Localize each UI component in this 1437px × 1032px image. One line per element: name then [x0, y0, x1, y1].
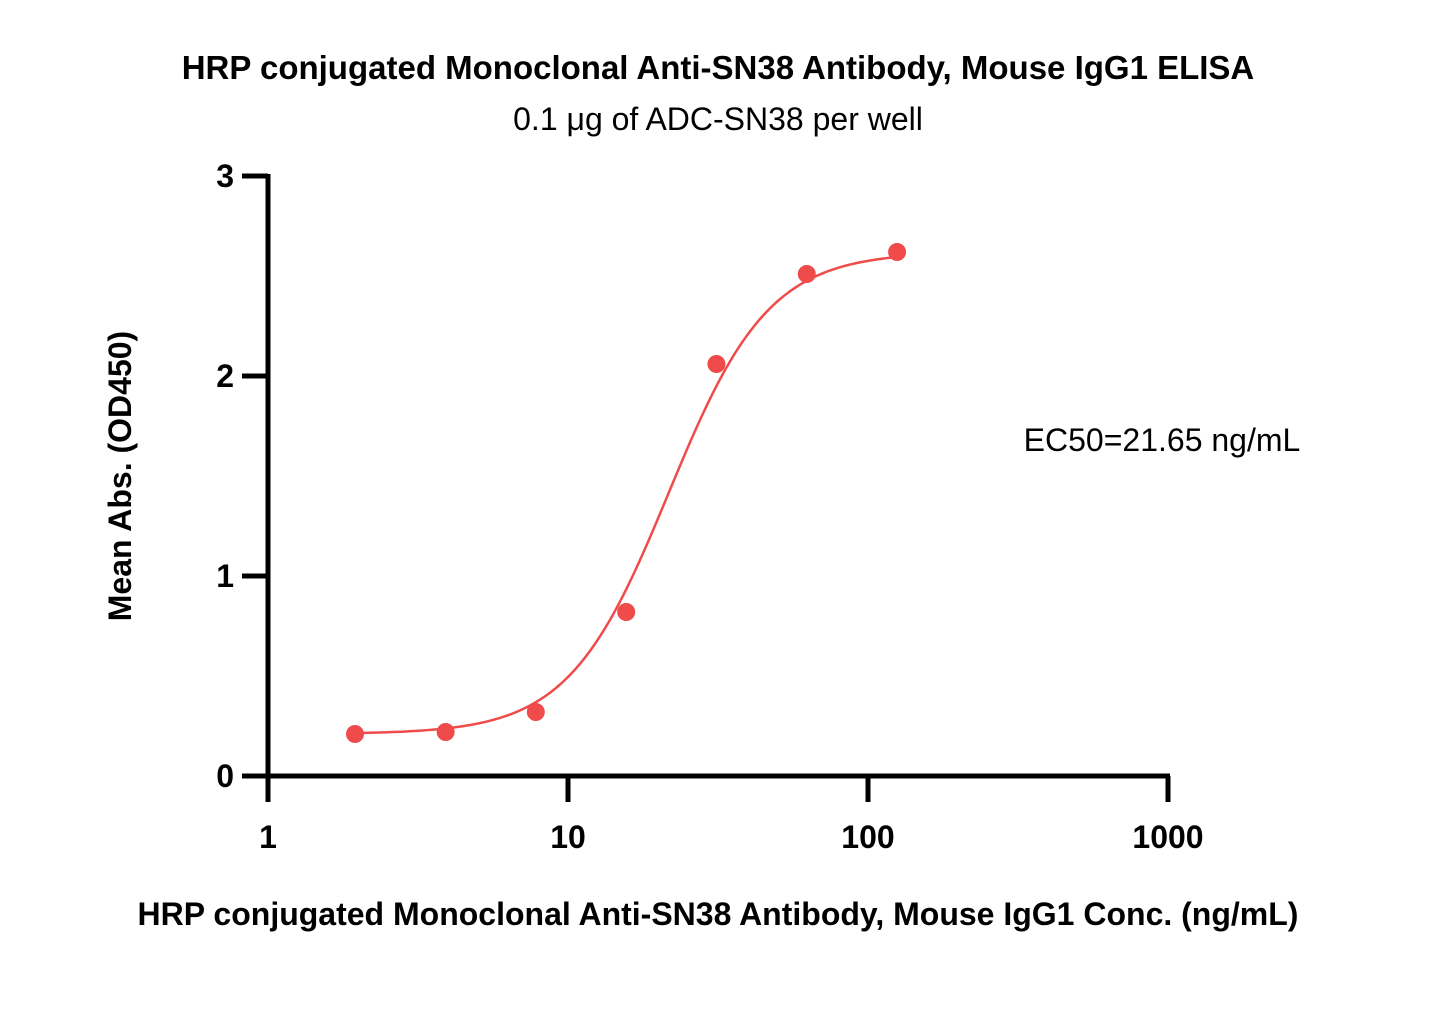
data-point — [797, 265, 816, 283]
y-axis-ticks: 0 1 2 3 — [216, 158, 268, 794]
data-point — [436, 723, 455, 741]
data-points — [346, 243, 907, 743]
y-tick-label: 1 — [216, 558, 234, 594]
y-tick-label: 3 — [216, 158, 234, 194]
x-tick-label: 10 — [550, 819, 586, 855]
data-point — [346, 725, 365, 743]
data-point — [526, 703, 545, 721]
data-point — [707, 355, 726, 373]
fit-curve — [354, 255, 898, 735]
y-tick-label: 0 — [216, 758, 234, 794]
x-tick-label: 100 — [841, 819, 894, 855]
chart-title: HRP conjugated Monoclonal Anti-SN38 Anti… — [182, 49, 1255, 86]
chart-subtitle: 0.1 μg of ADC-SN38 per well — [513, 101, 923, 137]
data-point — [888, 243, 907, 261]
x-tick-label: 1 — [259, 819, 277, 855]
x-axis-ticks: 1 10 100 1000 — [259, 776, 1204, 855]
x-axis-label: HRP conjugated Monoclonal Anti-SN38 Anti… — [138, 896, 1299, 932]
data-point — [617, 603, 636, 621]
x-tick-label: 1000 — [1132, 819, 1203, 855]
ec50-annotation: EC50=21.65 ng/mL — [1024, 422, 1301, 458]
y-tick-label: 2 — [216, 358, 234, 394]
y-axis-label: Mean Abs. (OD450) — [102, 331, 138, 621]
